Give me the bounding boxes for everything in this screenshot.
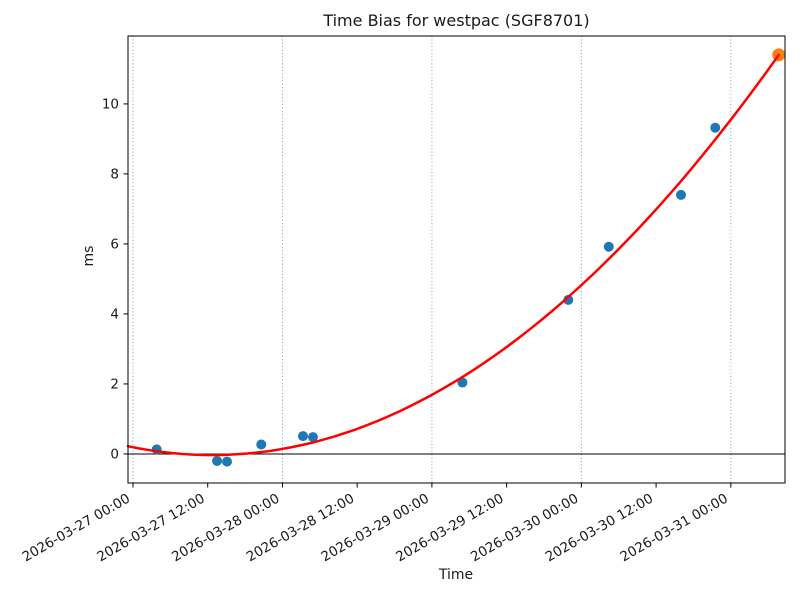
data-point (256, 439, 267, 450)
data-point (603, 241, 614, 252)
data-point (710, 122, 721, 133)
y-tick-label: 10 (102, 97, 119, 113)
data-point (212, 455, 223, 466)
y-tick-label: 8 (110, 167, 119, 183)
y-tick-label: 4 (110, 307, 119, 323)
fit-curve (126, 53, 781, 457)
y-tick-label: 6 (110, 237, 119, 253)
data-point (563, 294, 574, 305)
data-point (297, 431, 308, 442)
data-point (222, 456, 233, 467)
data-point (457, 377, 468, 388)
y-tick-label: 0 (110, 447, 119, 463)
plot-border (127, 35, 786, 484)
data-point (676, 189, 687, 200)
chart-title: Time Bias for westpac (SGF8701) (323, 11, 590, 30)
y-tick-label: 2 (110, 377, 119, 393)
data-point (307, 432, 318, 443)
x-axis-label: Time (438, 567, 474, 583)
